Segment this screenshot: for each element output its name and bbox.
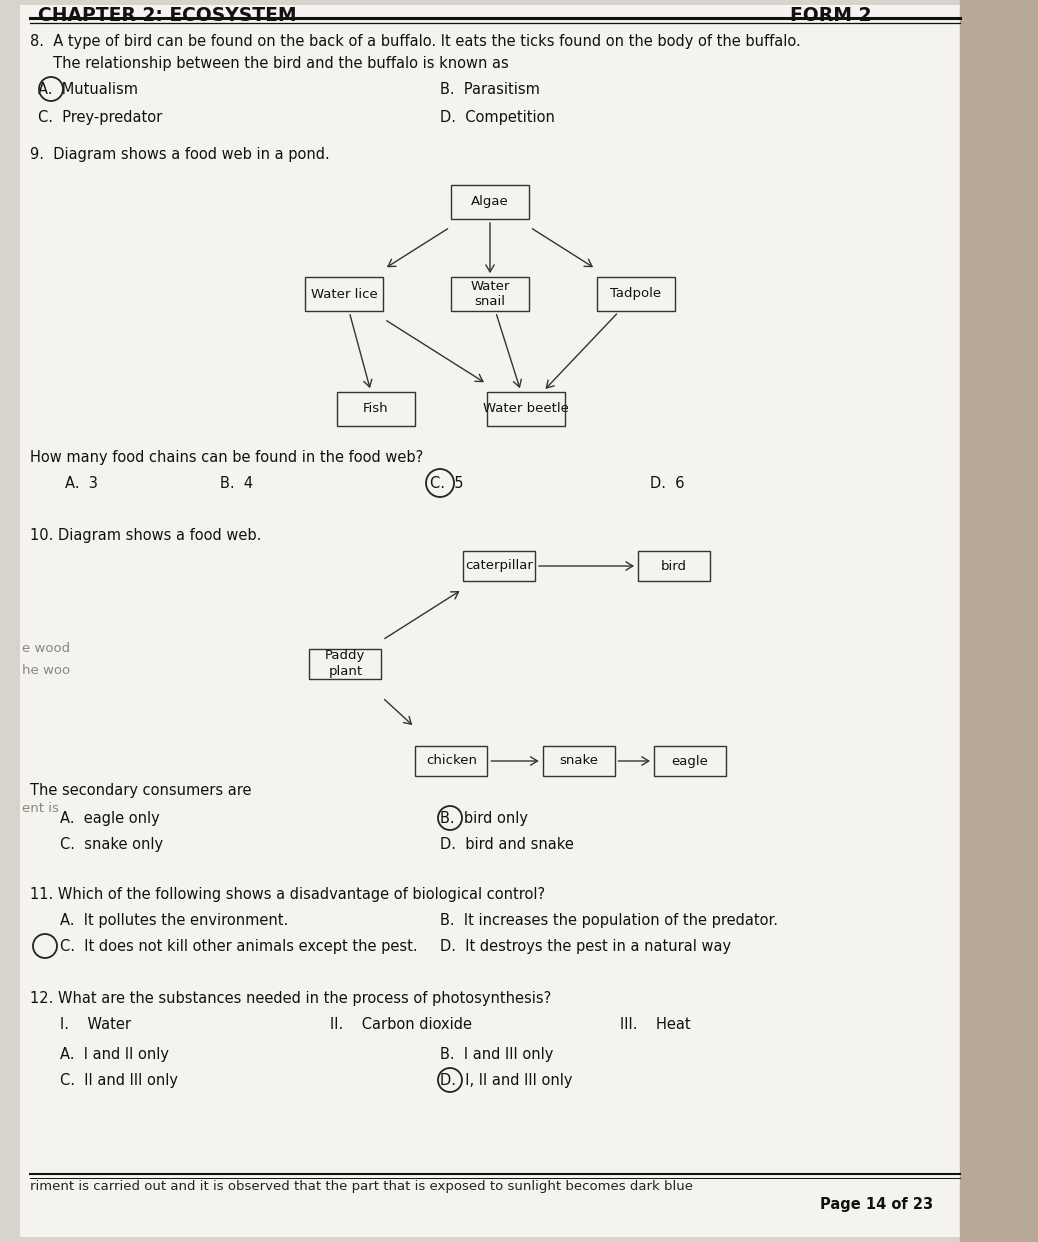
Bar <box>960 0 1038 1242</box>
FancyBboxPatch shape <box>654 746 726 776</box>
Text: bird: bird <box>661 559 687 573</box>
Text: snake: snake <box>559 754 598 768</box>
Text: The relationship between the bird and the buffalo is known as: The relationship between the bird and th… <box>30 56 509 71</box>
Text: D.  bird and snake: D. bird and snake <box>440 837 574 852</box>
Text: B.  Parasitism: B. Parasitism <box>440 82 540 97</box>
Text: Water beetle: Water beetle <box>484 402 569 416</box>
FancyBboxPatch shape <box>450 185 529 219</box>
Text: D.  It destroys the pest in a natural way: D. It destroys the pest in a natural way <box>440 939 731 954</box>
Text: CHAPTER 2: ECOSYSTEM: CHAPTER 2: ECOSYSTEM <box>38 6 297 25</box>
Text: A.  Mutualism: A. Mutualism <box>38 82 138 97</box>
Text: D.  6: D. 6 <box>650 476 684 491</box>
Text: D.  Competition: D. Competition <box>440 111 555 125</box>
Text: C.  II and III only: C. II and III only <box>60 1073 177 1088</box>
Text: B.  It increases the population of the predator.: B. It increases the population of the pr… <box>440 913 778 928</box>
FancyBboxPatch shape <box>450 277 529 310</box>
FancyBboxPatch shape <box>488 392 566 426</box>
Text: 8.  A type of bird can be found on the back of a buffalo. It eats the ticks foun: 8. A type of bird can be found on the ba… <box>30 34 800 48</box>
Text: A.  I and II only: A. I and II only <box>60 1047 169 1062</box>
FancyBboxPatch shape <box>597 277 675 310</box>
Text: Tadpole: Tadpole <box>610 287 661 301</box>
Text: B.  bird only: B. bird only <box>440 811 528 826</box>
Text: ent is: ent is <box>22 802 59 815</box>
Text: I.    Water: I. Water <box>60 1017 131 1032</box>
Text: C.  Prey-predator: C. Prey-predator <box>38 111 162 125</box>
FancyBboxPatch shape <box>20 5 1005 1237</box>
Text: How many food chains can be found in the food web?: How many food chains can be found in the… <box>30 450 424 465</box>
Text: eagle: eagle <box>672 754 708 768</box>
Text: The secondary consumers are: The secondary consumers are <box>30 782 251 799</box>
Text: B.  4: B. 4 <box>220 476 253 491</box>
Text: he woo: he woo <box>22 664 71 677</box>
Text: B.  I and III only: B. I and III only <box>440 1047 553 1062</box>
Text: C.  snake only: C. snake only <box>60 837 163 852</box>
Text: 11. Which of the following shows a disadvantage of biological control?: 11. Which of the following shows a disad… <box>30 887 545 902</box>
Text: FORM 2: FORM 2 <box>790 6 872 25</box>
Text: Water
snail: Water snail <box>470 279 510 308</box>
Text: C.  5: C. 5 <box>430 476 464 491</box>
Text: chicken: chicken <box>426 754 476 768</box>
FancyBboxPatch shape <box>336 392 414 426</box>
Text: A.  eagle only: A. eagle only <box>60 811 160 826</box>
Text: D.  I, II and III only: D. I, II and III only <box>440 1073 573 1088</box>
Text: Paddy
plant: Paddy plant <box>325 650 365 677</box>
Text: Algae: Algae <box>471 195 509 209</box>
Text: Fish: Fish <box>363 402 388 416</box>
Text: 12. What are the substances needed in the process of photosynthesis?: 12. What are the substances needed in th… <box>30 991 551 1006</box>
Text: A.  It pollutes the environment.: A. It pollutes the environment. <box>60 913 289 928</box>
Text: 9.  Diagram shows a food web in a pond.: 9. Diagram shows a food web in a pond. <box>30 147 330 161</box>
Text: III.    Heat: III. Heat <box>620 1017 690 1032</box>
Text: Water lice: Water lice <box>311 287 378 301</box>
Text: caterpillar: caterpillar <box>465 559 534 573</box>
FancyBboxPatch shape <box>543 746 614 776</box>
FancyBboxPatch shape <box>463 551 536 581</box>
Text: C.  It does not kill other animals except the pest.: C. It does not kill other animals except… <box>60 939 417 954</box>
Text: II.    Carbon dioxide: II. Carbon dioxide <box>330 1017 472 1032</box>
FancyBboxPatch shape <box>415 746 488 776</box>
FancyBboxPatch shape <box>309 648 381 678</box>
FancyBboxPatch shape <box>305 277 383 310</box>
Text: Page 14 of 23: Page 14 of 23 <box>820 1197 933 1212</box>
FancyBboxPatch shape <box>638 551 710 581</box>
Text: e wood: e wood <box>22 642 71 655</box>
Text: A.  3: A. 3 <box>65 476 98 491</box>
Text: 10. Diagram shows a food web.: 10. Diagram shows a food web. <box>30 528 262 543</box>
Text: riment is carried out and it is observed that the part that is exposed to sunlig: riment is carried out and it is observed… <box>30 1180 693 1194</box>
